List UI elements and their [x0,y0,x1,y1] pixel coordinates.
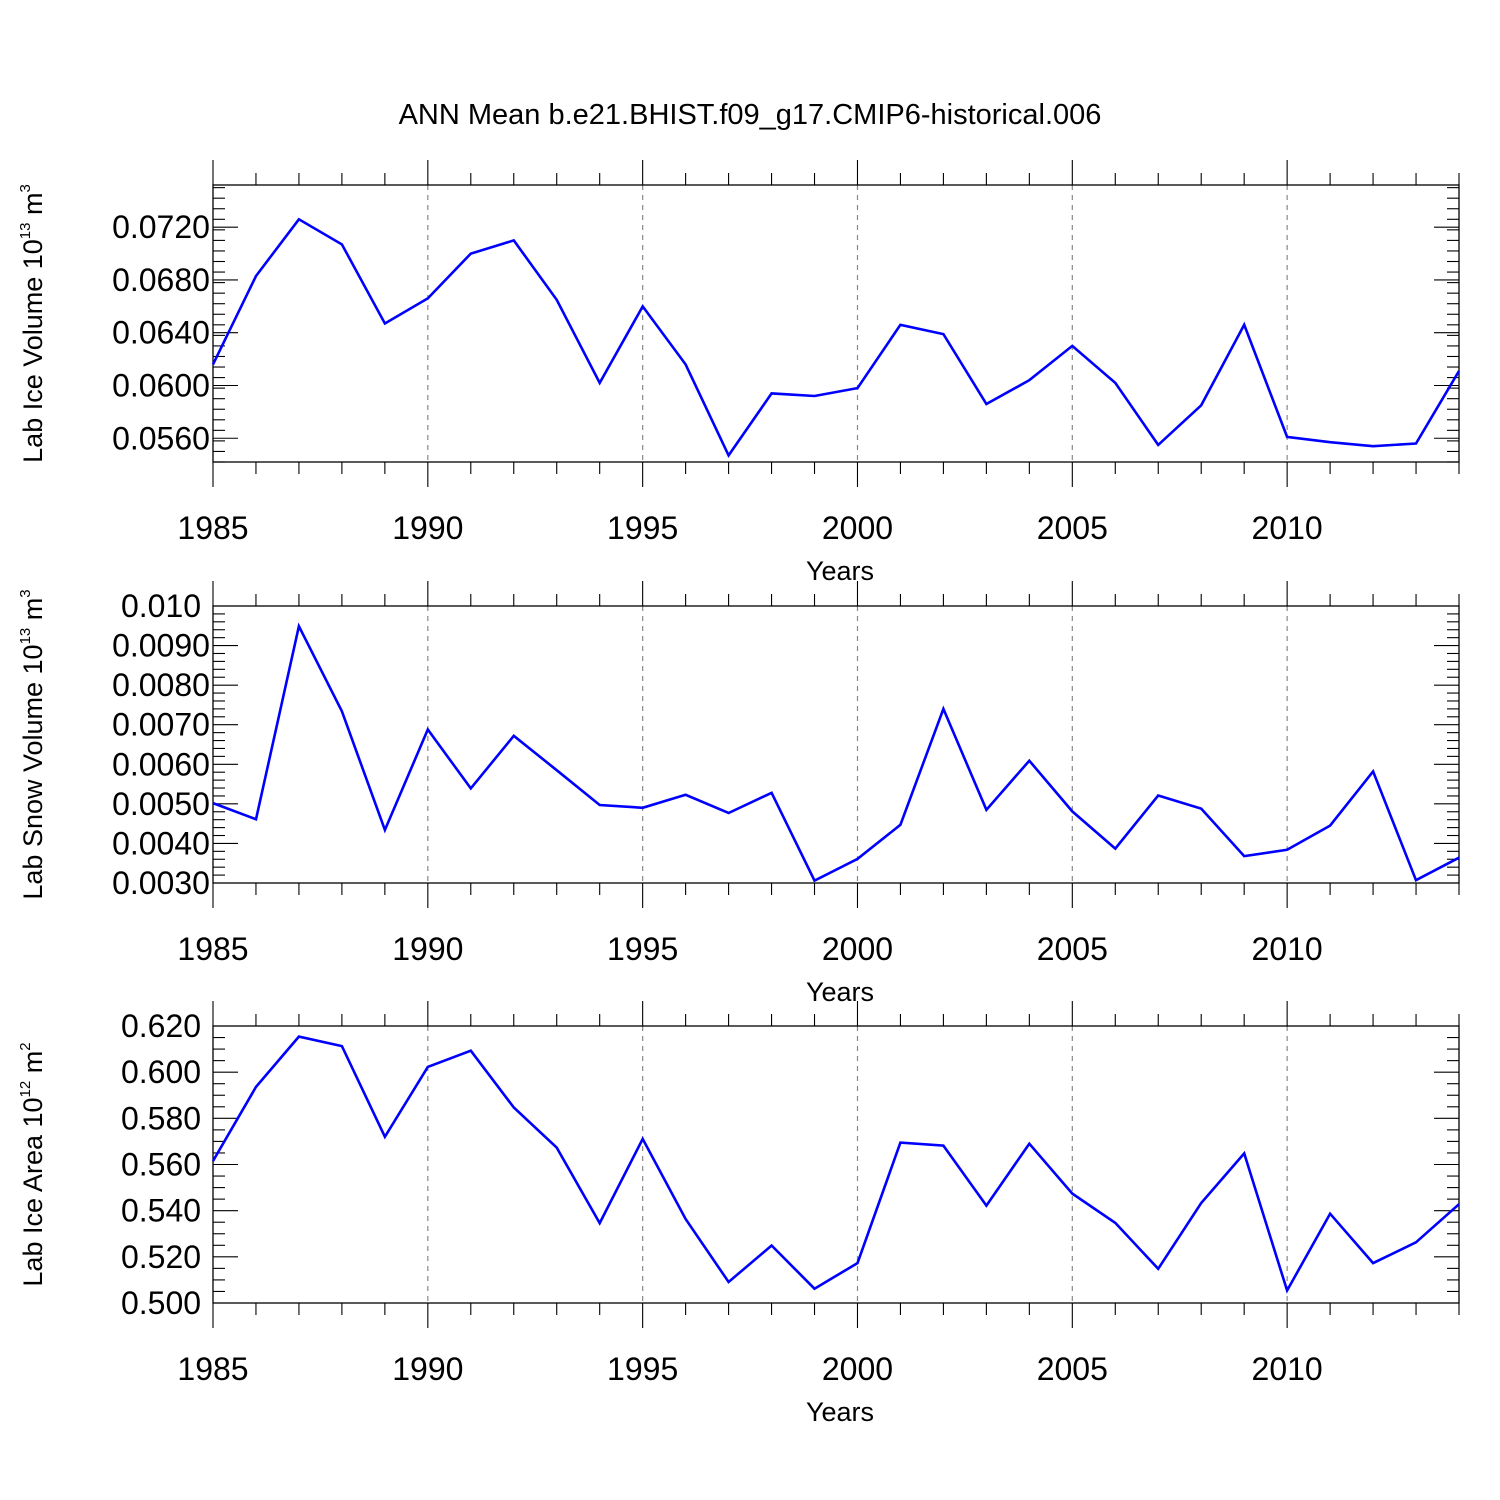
chart-title: ANN Mean b.e21.BHIST.f09_g17.CMIP6-histo… [399,99,1102,131]
plot-frame [212,184,1460,463]
y-tick-label: 0.0600 [112,367,210,403]
y-tick-label: 0.0680 [112,262,210,298]
y-axis-label: Lab Snow Volume 1013 m3 [17,589,48,899]
series-line [211,1035,1460,1294]
x-tick-label: 1985 [177,1351,248,1387]
y-tick-label: 0.580 [121,1100,201,1136]
y-tick-label: 0.600 [121,1054,201,1090]
plot-frame [212,605,1460,884]
x-tick-label: 1985 [177,931,248,967]
y-tick-label: 0.0060 [112,746,210,782]
x-tick-label: 2010 [1252,931,1323,967]
y-tick-label: 0.0080 [112,667,210,703]
x-axis-label: Years [806,556,874,586]
y-tick-label: 0.0090 [112,628,210,664]
y-tick-label: 0.0720 [112,209,210,245]
panel-3: 0.500 0.520 0.540 0.560 0.580 0.600 0.620 1985 1… [17,1001,1460,1427]
y-tick-label: 0.560 [121,1147,201,1183]
x-tick-label: 1990 [392,510,463,546]
y-tick-label: 0.520 [121,1239,201,1275]
x-tick-label: 1995 [607,931,678,967]
x-tick-label: 2000 [822,1351,893,1387]
y-axis-label: Lab Ice Volume 1013 m3 [17,184,48,463]
x-tick-label: 2005 [1037,510,1108,546]
y-tick-label: 0.0560 [112,420,210,456]
y-tick-label: 0.0070 [112,707,210,743]
x-tick-label: 2005 [1037,1351,1108,1387]
panel-1: 0.0560 0.0600 0.0640 0.0680 0.0720 1985 1990 19… [17,160,1461,586]
x-axis-label: Years [806,977,874,1007]
y-tick-label: 0.500 [121,1285,201,1321]
y-tick-label: 0.0050 [112,786,210,822]
y-tick-label: 0.0040 [112,825,210,861]
x-tick-label: 1995 [607,1351,678,1387]
y-tick-label: 0.0030 [112,865,210,901]
x-tick-label: 1990 [392,1351,463,1387]
series-line [211,217,1461,458]
x-tick-label: 2000 [822,931,893,967]
plot-frame [212,1025,1460,1304]
x-tick-label: 2010 [1252,510,1323,546]
x-tick-label: 2000 [822,510,893,546]
y-tick-label: 0.010 [121,588,201,624]
x-tick-label: 1990 [392,931,463,967]
y-tick-label: 0.540 [121,1193,201,1229]
x-tick-label: 1985 [177,510,248,546]
y-tick-label: 0.620 [121,1008,201,1044]
x-tick-label: 1995 [607,510,678,546]
x-axis-label: Years [806,1397,874,1427]
y-axis-label: Lab Ice Area 1012 m2 [17,1042,48,1286]
x-tick-label: 2005 [1037,931,1108,967]
y-tick-label: 0.0640 [112,315,210,351]
series-line [212,622,1460,883]
x-tick-label: 2010 [1252,1351,1323,1387]
